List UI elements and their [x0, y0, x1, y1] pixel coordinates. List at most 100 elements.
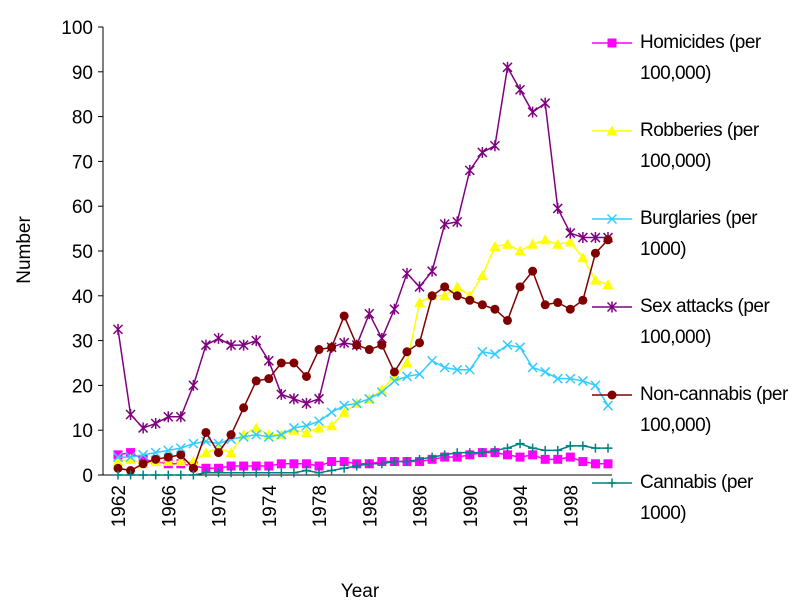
marker — [364, 393, 375, 404]
legend-label: Sex attacks (per 100,000) — [640, 296, 770, 348]
marker — [540, 300, 550, 310]
marker — [552, 373, 563, 384]
marker — [238, 339, 249, 351]
marker — [264, 468, 274, 478]
marker — [439, 290, 451, 301]
y-tick-label: 10 — [72, 421, 93, 442]
marker — [515, 282, 525, 292]
marker — [339, 400, 350, 411]
marker — [565, 373, 576, 384]
marker — [489, 140, 500, 152]
marker — [414, 369, 425, 380]
marker — [502, 61, 513, 73]
marker — [327, 342, 337, 352]
marker — [490, 304, 500, 314]
marker — [301, 459, 311, 469]
series-line — [117, 239, 609, 472]
marker — [113, 450, 123, 460]
marker — [514, 245, 526, 256]
marker — [602, 279, 614, 290]
legend-item — [592, 38, 632, 48]
marker — [238, 431, 249, 442]
marker — [314, 461, 324, 471]
marker — [327, 466, 337, 476]
legend-label: Robberies (per 100,000) — [640, 120, 759, 172]
marker — [401, 371, 413, 382]
marker — [607, 38, 617, 48]
marker — [226, 430, 236, 440]
marker — [465, 448, 475, 458]
marker — [151, 470, 161, 480]
marker — [289, 468, 299, 478]
x-tick-label: 1974 — [260, 485, 281, 528]
marker — [565, 304, 575, 314]
marker — [440, 450, 450, 460]
marker — [603, 459, 613, 469]
marker — [477, 300, 487, 310]
marker — [112, 452, 124, 463]
marker — [163, 470, 173, 480]
marker — [250, 422, 262, 433]
marker — [540, 366, 551, 377]
legend-item — [592, 478, 632, 488]
x-tick-label: 1998 — [561, 485, 582, 527]
marker — [301, 397, 312, 409]
marker — [301, 466, 311, 476]
marker — [289, 358, 299, 368]
marker — [590, 232, 601, 244]
marker — [440, 282, 450, 292]
marker — [590, 380, 601, 391]
marker — [577, 252, 589, 263]
marker — [239, 461, 249, 471]
x-tick-label: 1962 — [109, 485, 130, 527]
legend-label: Homicides (per 100,000) — [640, 32, 761, 84]
marker — [465, 295, 475, 305]
marker — [364, 308, 375, 320]
marker — [401, 267, 413, 279]
marker — [602, 400, 614, 411]
marker — [578, 295, 588, 305]
marker — [489, 349, 500, 360]
marker — [301, 371, 311, 381]
y-tick-label: 60 — [72, 197, 93, 218]
marker — [263, 431, 274, 442]
marker — [176, 470, 186, 480]
x-tick-label: 1990 — [461, 485, 482, 527]
marker — [389, 367, 399, 377]
marker — [515, 84, 526, 96]
marker — [276, 358, 286, 368]
marker — [502, 340, 513, 351]
marker — [452, 364, 463, 375]
marker — [138, 449, 149, 460]
marker — [251, 335, 262, 347]
marker — [200, 339, 211, 351]
marker — [451, 281, 463, 292]
marker — [264, 461, 274, 471]
marker — [288, 424, 300, 435]
marker — [377, 459, 387, 469]
x-tick-label: 1970 — [210, 485, 231, 527]
marker — [515, 452, 525, 462]
marker — [313, 393, 325, 405]
marker — [175, 456, 187, 467]
marker — [188, 463, 198, 473]
y-tick-label: 40 — [72, 287, 93, 308]
marker — [527, 106, 538, 118]
marker — [464, 164, 475, 176]
marker — [402, 457, 412, 467]
marker — [565, 441, 575, 451]
marker — [352, 461, 362, 471]
marker — [112, 456, 124, 467]
marker — [364, 345, 374, 355]
marker — [313, 422, 325, 433]
marker — [338, 406, 350, 417]
marker — [276, 388, 287, 400]
marker — [264, 374, 274, 384]
marker — [377, 340, 387, 350]
marker — [251, 461, 261, 471]
marker — [401, 357, 413, 368]
marker — [427, 355, 438, 366]
marker — [113, 463, 123, 473]
marker — [150, 417, 161, 429]
marker — [239, 403, 249, 413]
